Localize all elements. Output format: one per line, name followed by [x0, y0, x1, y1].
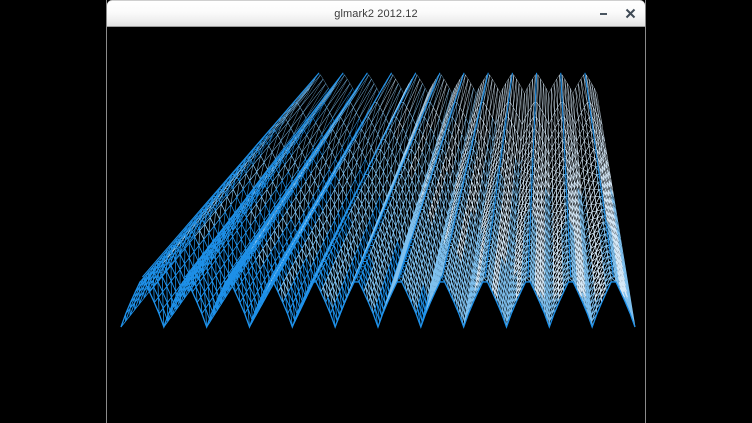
application-window: glmark2 2012.12	[106, 0, 646, 423]
wireframe-mesh	[120, 72, 636, 329]
window-title: glmark2 2012.12	[334, 7, 418, 20]
close-button[interactable]	[624, 7, 637, 20]
window-titlebar[interactable]: glmark2 2012.12	[107, 0, 645, 27]
window-controls	[597, 1, 637, 26]
minimize-button[interactable]	[597, 7, 610, 20]
close-icon	[625, 8, 636, 19]
minimize-icon	[600, 13, 607, 15]
gl-render-canvas[interactable]	[107, 27, 645, 423]
